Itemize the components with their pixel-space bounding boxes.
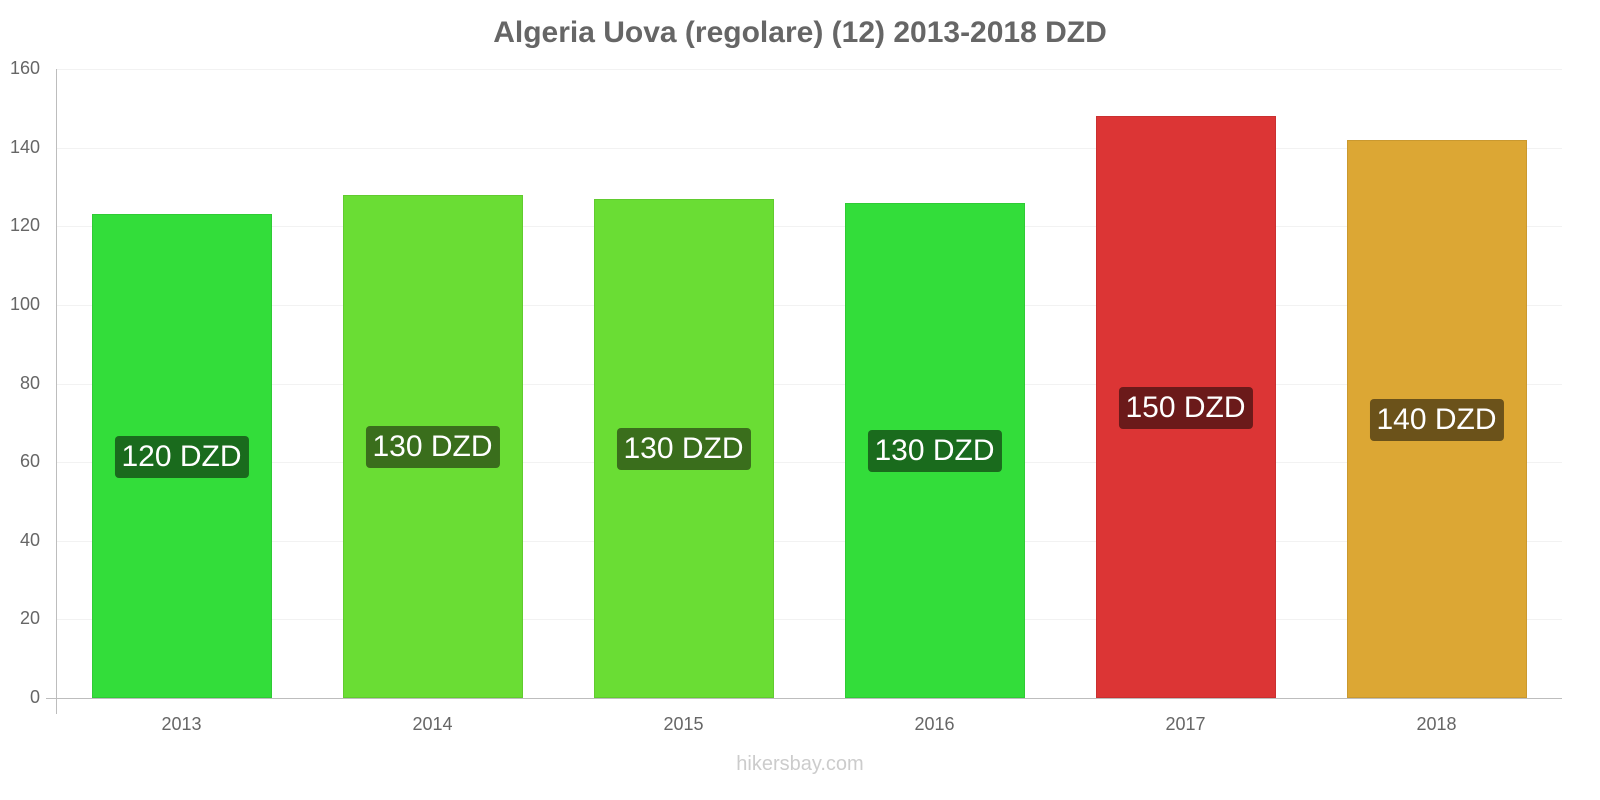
data-label: 150 DZD: [1118, 387, 1253, 430]
data-label: 130 DZD: [365, 426, 500, 469]
bar-2013[interactable]: 120 DZD: [91, 214, 272, 698]
plot-area: [56, 69, 1562, 698]
chart-title: Algeria Uova (regolare) (12) 2013-2018 D…: [493, 16, 1107, 49]
y-axis-line: [56, 69, 57, 714]
y-tick-label: 20: [19, 608, 40, 629]
bar-2018[interactable]: 140 DZD: [1346, 139, 1527, 698]
watermark: hikersbay.com: [736, 753, 864, 775]
bar-2016[interactable]: 130 DZD: [844, 202, 1025, 698]
y-tick-label: 80: [19, 372, 40, 393]
x-tick-label: 2018: [1416, 714, 1457, 734]
y-tick-label: 60: [19, 451, 40, 472]
data-label: 120 DZD: [114, 436, 249, 479]
x-tick-label: 2015: [663, 714, 704, 734]
gridline: [56, 383, 1562, 385]
gridline: [56, 619, 1562, 621]
gridline: [56, 462, 1562, 464]
y-tick-label: 140: [9, 136, 40, 157]
y-tick-label: 120: [9, 215, 40, 236]
bar-2014[interactable]: 130 DZD: [342, 194, 523, 698]
data-label: 130 DZD: [867, 430, 1002, 473]
x-tick-label: 2016: [914, 714, 955, 734]
gridline: [56, 69, 1562, 70]
gridline: [56, 147, 1562, 149]
x-axis-line: [46, 698, 1562, 699]
gridline: [56, 226, 1562, 228]
gridline: [56, 540, 1562, 542]
y-tick-label: 100: [9, 293, 40, 314]
x-tick-label: 2017: [1165, 714, 1206, 734]
y-tick-label: 160: [9, 58, 40, 78]
data-label: 130 DZD: [616, 428, 751, 471]
data-label: 140 DZD: [1369, 398, 1504, 441]
bar-2015[interactable]: 130 DZD: [593, 198, 774, 698]
gridline: [56, 304, 1562, 306]
bar-2017[interactable]: 150 DZD: [1095, 116, 1276, 698]
x-tick-label: 2013: [161, 714, 202, 734]
x-tick-label: 2014: [412, 714, 453, 734]
y-tick-label: 40: [19, 529, 40, 550]
y-tick-label: 0: [29, 687, 40, 707]
